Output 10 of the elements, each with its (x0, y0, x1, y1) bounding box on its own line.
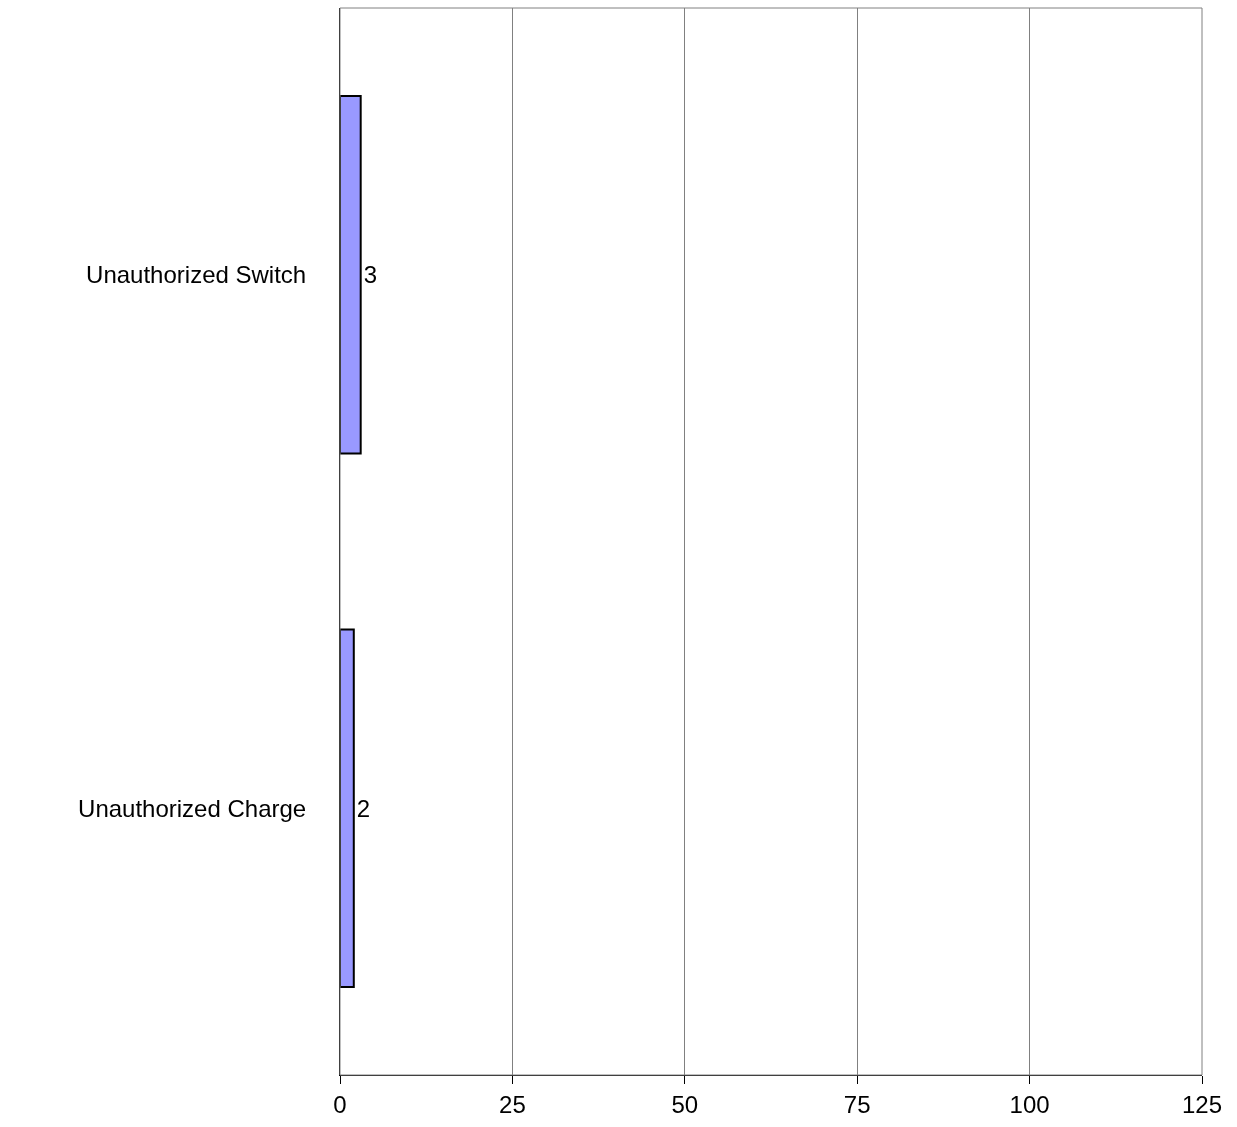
x-tick-label: 75 (843, 1090, 871, 1118)
x-tick-label: 100 (1009, 1090, 1050, 1118)
y-tick-label: Unauthorized Switch (86, 261, 307, 289)
x-tick-label: 25 (499, 1090, 526, 1118)
y-tick-label: Unauthorized Charge (78, 794, 307, 822)
data-label: 3 (363, 261, 378, 289)
x-tick-label: 50 (671, 1090, 699, 1118)
data-label: 2 (356, 794, 371, 822)
x-tick-label: 125 (1181, 1090, 1223, 1118)
x-tick-label: 0 (333, 1090, 347, 1118)
